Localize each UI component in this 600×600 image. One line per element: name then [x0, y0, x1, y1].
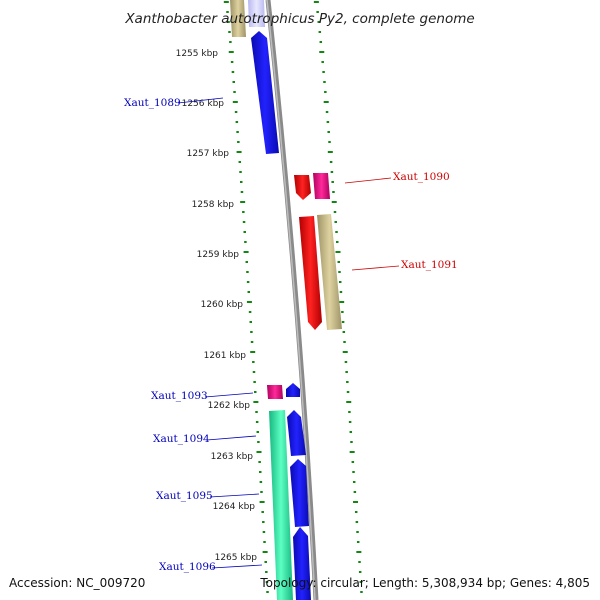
- gene-feature-pale[interactable]: [248, 0, 265, 27]
- gene-labels: Xaut_1089 Xaut_1090 Xaut_1091 Xaut_1093 …: [124, 97, 458, 573]
- gene-label-xaut-1094[interactable]: Xaut_1094: [153, 433, 210, 445]
- kbp-label: 1256 kbp: [182, 99, 225, 109]
- gene-feature-xaut-1096[interactable]: [293, 527, 311, 600]
- kbp-label: 1263 kbp: [211, 452, 254, 462]
- genome-backbone: [265, 0, 319, 600]
- kbp-label: 1255 kbp: [176, 49, 219, 59]
- gene-feature-xaut-1090[interactable]: [313, 173, 330, 199]
- genome-title: Xanthobacter autotrophicus Py2, complete…: [124, 11, 474, 27]
- kbp-label: 1261 kbp: [204, 351, 247, 361]
- kbp-label: 1262 kbp: [208, 401, 251, 411]
- kbp-label: 1259 kbp: [197, 250, 240, 260]
- gene-feature-small-blue[interactable]: [286, 383, 300, 397]
- gene-feature-xaut-1095[interactable]: [290, 459, 309, 527]
- gene-features: [230, 0, 342, 600]
- gene-feature-khaki[interactable]: [230, 0, 246, 37]
- gene-feature-xaut-1089[interactable]: [251, 31, 279, 154]
- forward-strand-tick-line: [223, 1, 269, 593]
- reverse-strand-tick-line: [313, 1, 363, 593]
- kbp-label: 1257 kbp: [187, 149, 230, 159]
- kbp-label: 1264 kbp: [213, 502, 256, 512]
- kbp-scale: 1255 kbp 1256 kbp 1257 kbp 1258 kbp 1259…: [176, 49, 258, 563]
- gene-label-xaut-1090[interactable]: Xaut_1090: [393, 171, 450, 183]
- gene-feature-xaut-1091[interactable]: [317, 214, 342, 330]
- gene-feature-blue-1[interactable]: [287, 410, 306, 456]
- gene-feature-xaut-1093[interactable]: [267, 385, 283, 399]
- gene-label-xaut-1093[interactable]: Xaut_1093: [151, 390, 208, 402]
- kbp-label: 1265 kbp: [215, 553, 258, 563]
- accession-text: Accession: NC_009720: [9, 576, 145, 590]
- gene-label-xaut-1089[interactable]: Xaut_1089: [124, 97, 181, 109]
- gene-feature-red-long[interactable]: [299, 216, 322, 330]
- gene-feature-xaut-1094[interactable]: [269, 410, 293, 600]
- kbp-label: 1260 kbp: [201, 300, 244, 310]
- gene-label-xaut-1096[interactable]: Xaut_1096: [159, 561, 216, 573]
- gene-label-xaut-1095[interactable]: Xaut_1095: [156, 490, 213, 502]
- gene-label-leaders: [177, 97, 400, 569]
- gene-feature-red[interactable]: [294, 175, 311, 200]
- genome-backbone-highlight: [266, 0, 316, 600]
- kbp-label: 1258 kbp: [192, 200, 235, 210]
- gene-label-xaut-1091[interactable]: Xaut_1091: [401, 259, 458, 271]
- topology-text: Topology: circular; Length: 5,308,934 bp…: [259, 576, 590, 590]
